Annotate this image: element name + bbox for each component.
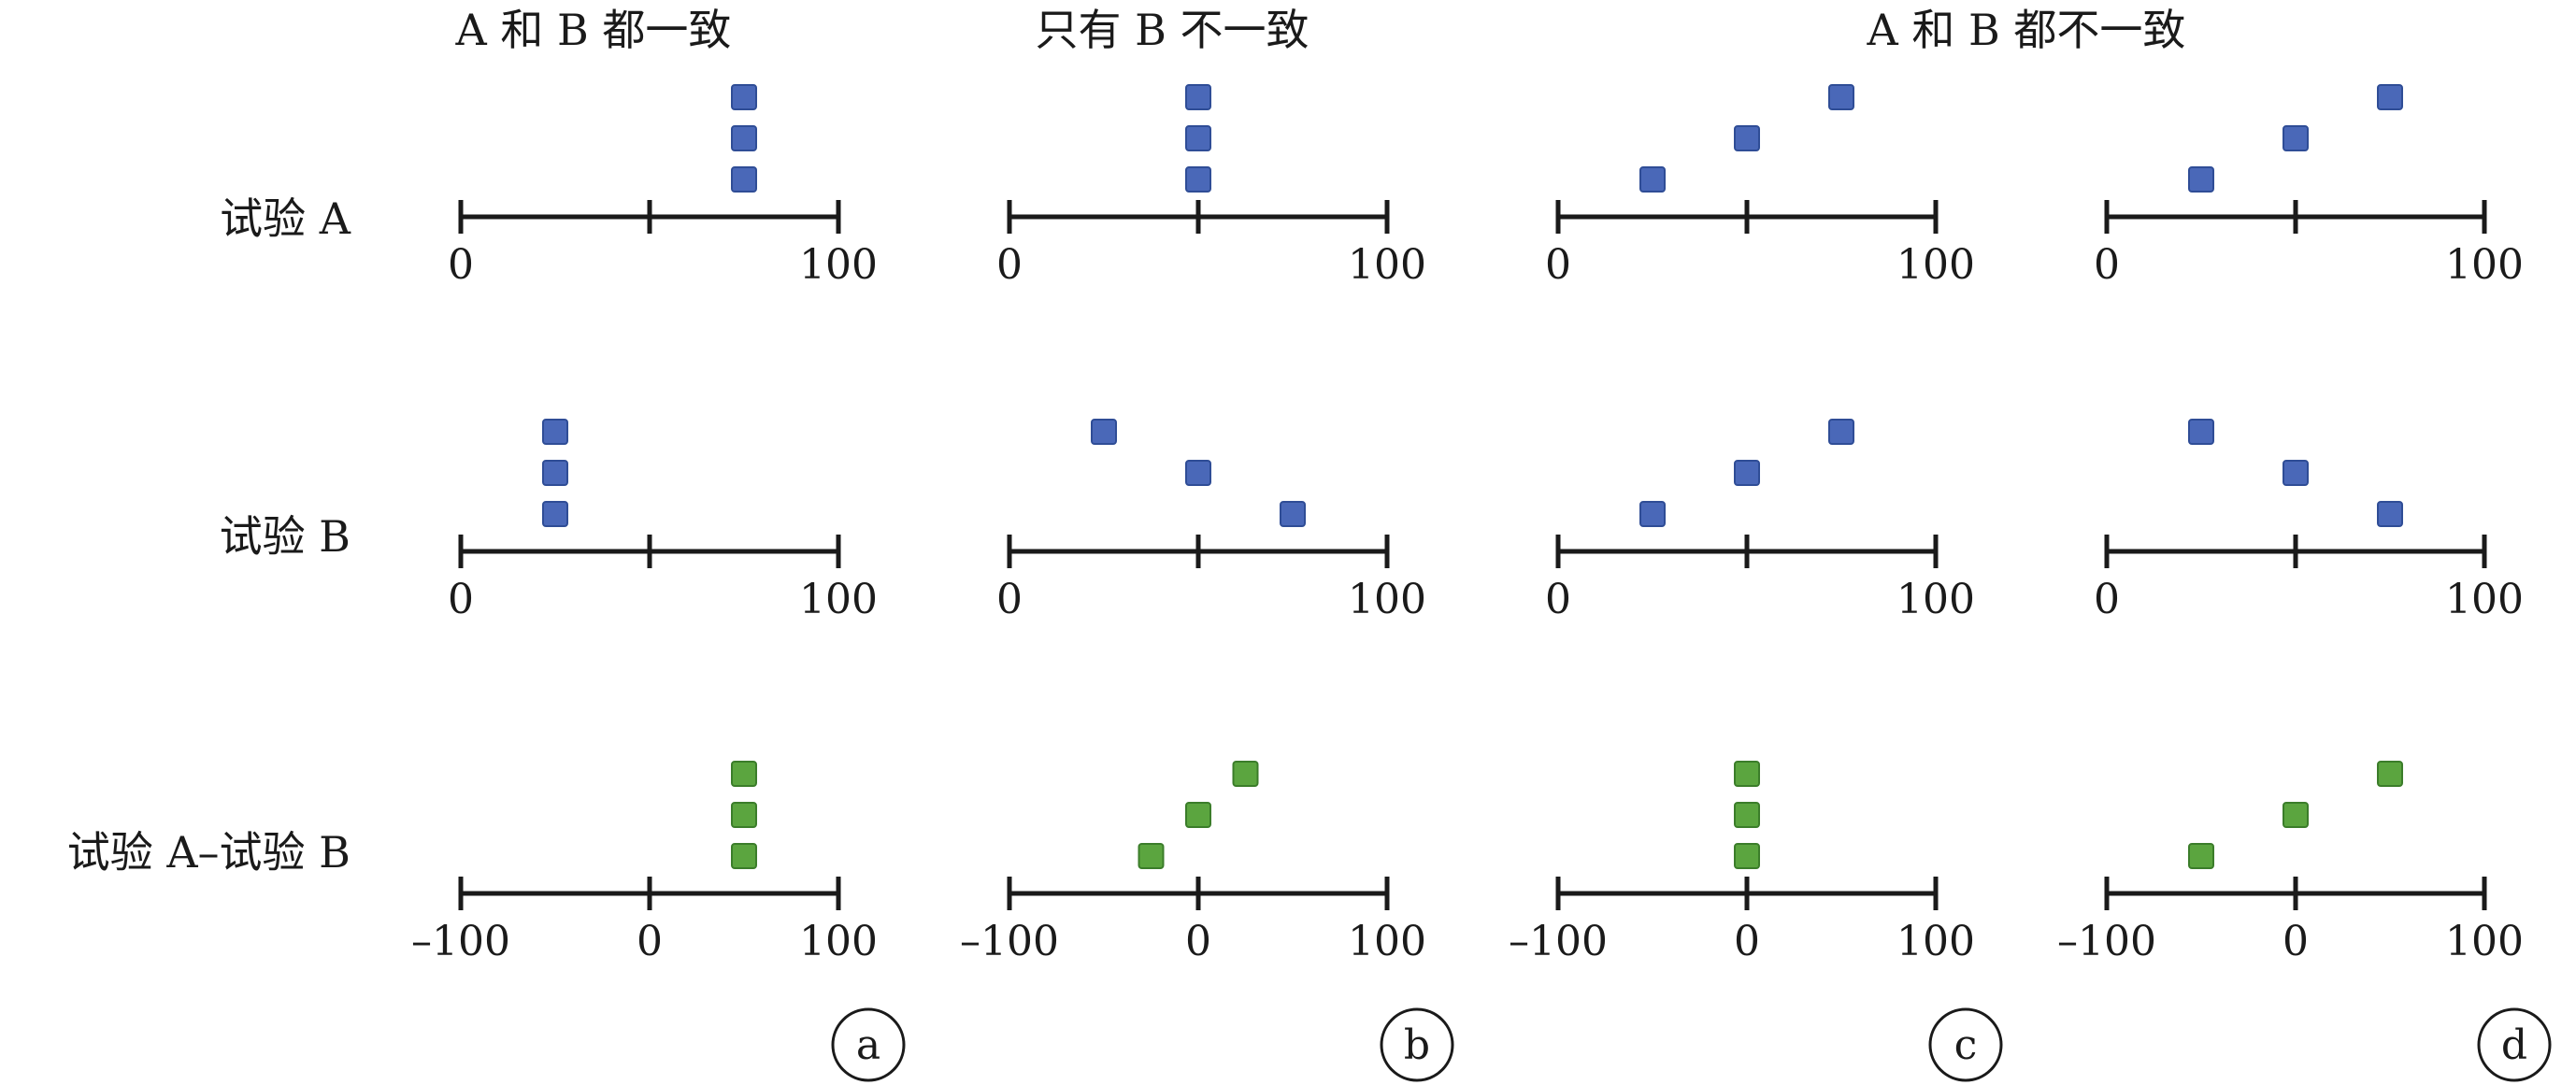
column-headers: A 和 B 都一致 只有 B 不一致 A 和 B 都不一致	[455, 5, 2186, 55]
tick-label: 0	[996, 241, 1023, 289]
panel-label-circle	[1928, 1007, 2003, 1082]
data-point	[2188, 419, 2214, 445]
panel-label-a: a	[856, 1021, 880, 1069]
row-label-difference: 试验 A–试验 B	[67, 827, 351, 878]
axis-a-row-1: 0 100	[448, 84, 878, 289]
tick-label: 0	[1545, 241, 1571, 289]
tick-label: 100	[2445, 576, 2524, 623]
tick-label: 100	[2445, 241, 2524, 289]
axis-b-row-1: 0 100	[996, 84, 1426, 289]
data-point	[1639, 501, 1666, 527]
data-point	[1734, 460, 1760, 486]
tick-label: 100	[1348, 918, 1426, 965]
panel-label-b: b	[1404, 1021, 1430, 1069]
axis-d-row-1: 0 100	[2094, 84, 2524, 289]
data-point	[731, 84, 757, 110]
tick-label: –100	[411, 918, 510, 965]
tick-label: –100	[2057, 918, 2156, 965]
plot-area: 0 100 0 100 –100 0 100 0 100 0 100 –100 0 100 0 100 0 100…	[411, 84, 2524, 965]
panel-label-d: d	[2501, 1021, 2527, 1069]
tick-label: 0	[2094, 241, 2120, 289]
panel-label-circle	[1380, 1007, 1454, 1082]
axis-a-row-2: 0 100	[448, 419, 878, 623]
tick-label: 0	[1734, 918, 1760, 965]
panel-label-c: c	[1954, 1021, 1978, 1069]
axis-d-row-3: –100 0 100	[2057, 761, 2524, 965]
data-point	[1138, 843, 1165, 869]
tick-label: 100	[799, 576, 878, 623]
data-point	[2283, 125, 2309, 151]
tick-label: 0	[448, 576, 474, 623]
axis-b-row-2: 0 100	[996, 419, 1426, 623]
data-point	[1185, 802, 1211, 828]
tick-label: 0	[2094, 576, 2120, 623]
data-point	[1232, 761, 1259, 787]
axis-c-row-2: 0 100	[1545, 419, 1975, 623]
row-label-trial-b: 试验 B	[220, 511, 351, 562]
data-point	[1828, 84, 1854, 110]
data-point	[2377, 761, 2403, 787]
column-header-3: A 和 B 都不一致	[1867, 5, 2186, 55]
panel-d: 0 100 0 100 –100 0 100	[2057, 84, 2524, 965]
panel-label-circle	[2477, 1007, 2552, 1082]
tick-label: –100	[1509, 918, 1608, 965]
data-point	[1639, 166, 1666, 193]
tick-label: 100	[1348, 241, 1426, 289]
data-point	[1280, 501, 1306, 527]
tick-label: 100	[799, 241, 878, 289]
data-point	[1091, 419, 1117, 445]
tick-label: 100	[1896, 918, 1975, 965]
column-header-2: 只有 B 不一致	[1035, 5, 1309, 55]
data-point	[2283, 802, 2309, 828]
axis-d-row-2: 0 100	[2094, 419, 2524, 623]
tick-label: 0	[637, 918, 663, 965]
axis-a-row-3: –100 0 100	[411, 761, 878, 965]
data-point	[731, 125, 757, 151]
tick-label: 0	[2283, 918, 2309, 965]
data-point	[1828, 419, 1854, 445]
tick-label: 100	[1896, 576, 1975, 623]
data-point	[1185, 125, 1211, 151]
data-point	[731, 761, 757, 787]
panel-label-circle	[831, 1007, 906, 1082]
data-point	[731, 802, 757, 828]
tick-label: 100	[1348, 576, 1426, 623]
tick-label: 100	[2445, 918, 2524, 965]
data-point	[731, 166, 757, 193]
data-point	[542, 419, 568, 445]
axis-b-row-3: –100 0 100	[960, 761, 1426, 965]
column-header-1: A 和 B 都一致	[455, 5, 732, 55]
data-point	[1185, 84, 1211, 110]
tick-label: 100	[1896, 241, 1975, 289]
data-point	[2377, 84, 2403, 110]
data-point	[731, 843, 757, 869]
row-label-trial-a: 试验 A	[220, 193, 351, 244]
tick-label: 0	[1185, 918, 1211, 965]
data-point	[2283, 460, 2309, 486]
tick-label: 0	[1545, 576, 1571, 623]
tick-label: 0	[448, 241, 474, 289]
tick-label: 0	[996, 576, 1023, 623]
data-point	[542, 460, 568, 486]
data-point	[1185, 166, 1211, 193]
data-point	[2188, 843, 2214, 869]
data-point	[1734, 761, 1760, 787]
panel-c: 0 100 0 100 –100 0 100	[1509, 84, 1975, 965]
data-point	[1734, 843, 1760, 869]
panel-labels: a b c d	[831, 1007, 2552, 1082]
tick-label: –100	[960, 918, 1059, 965]
axis-c-row-1: 0 100	[1545, 84, 1975, 289]
tick-label: 100	[799, 918, 878, 965]
data-point	[1734, 125, 1760, 151]
data-point	[1185, 460, 1211, 486]
panel-b: 0 100 0 100 –100 0 100	[960, 84, 1426, 965]
data-point	[2377, 501, 2403, 527]
data-point	[1734, 802, 1760, 828]
row-labels: 试验 A 试验 B 试验 A–试验 B	[67, 193, 351, 878]
axis-c-row-3: –100 0 100	[1509, 761, 1975, 965]
panel-a: 0 100 0 100 –100 0 100	[411, 84, 878, 965]
data-point	[2188, 166, 2214, 193]
data-point	[542, 501, 568, 527]
